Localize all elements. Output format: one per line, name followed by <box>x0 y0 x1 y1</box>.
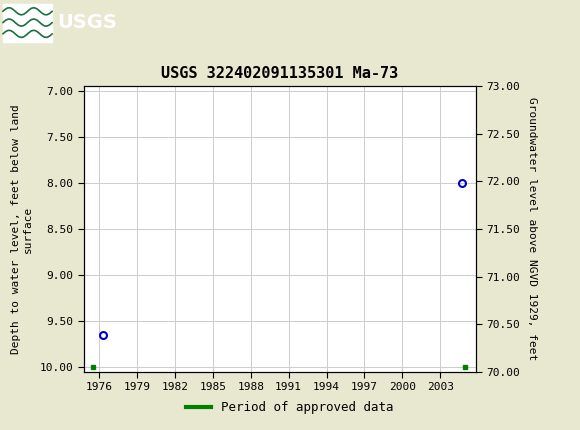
Legend: Period of approved data: Period of approved data <box>181 396 399 419</box>
Text: USGS: USGS <box>57 13 117 32</box>
Y-axis label: Depth to water level, feet below land
surface: Depth to water level, feet below land su… <box>12 104 33 354</box>
Title: USGS 322402091135301 Ma-73: USGS 322402091135301 Ma-73 <box>161 66 398 81</box>
Y-axis label: Groundwater level above NGVD 1929, feet: Groundwater level above NGVD 1929, feet <box>527 97 536 361</box>
Bar <box>3 3 52 42</box>
